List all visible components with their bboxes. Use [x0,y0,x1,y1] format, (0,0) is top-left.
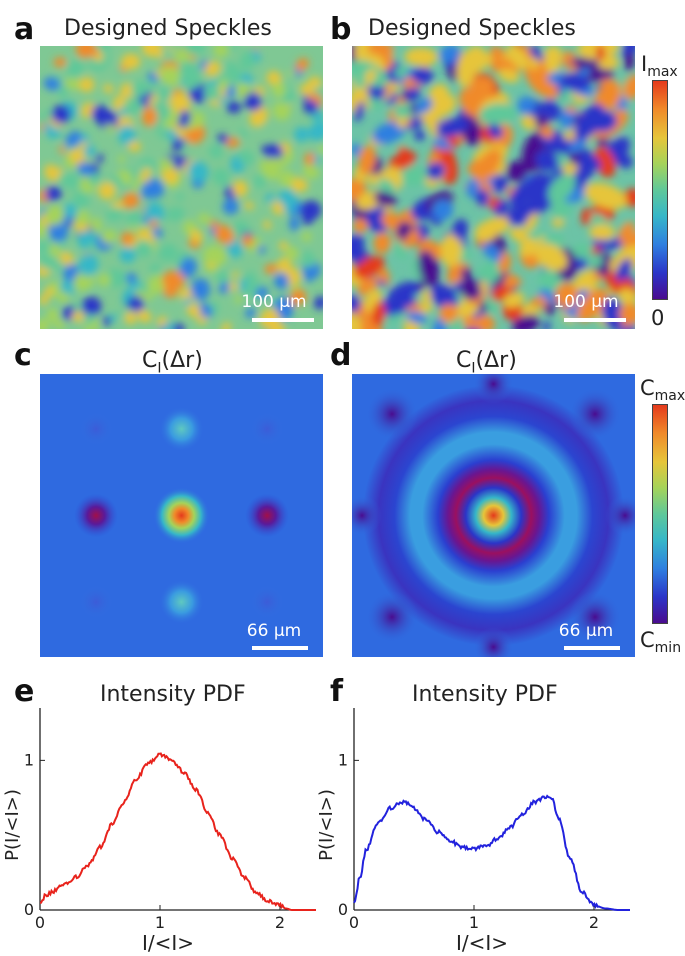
x-tick-label: 2 [275,913,285,932]
pdf-plot-e: 0 1 2 0 1 I/<I> P(I/<I>) [2,708,316,955]
scale-bar-label-a: 100 μm [241,292,307,312]
panel-letter-a: a [14,12,35,47]
panel-letter-b: b [330,12,352,47]
panel-letter-e: e [14,674,35,709]
correlation-map-c [40,374,323,657]
speckle-image-a [40,46,323,329]
x-tick-label: 1 [155,913,165,932]
x-axis-label: I/<I> [142,931,194,955]
panel-title-e: Intensity PDF [100,682,246,707]
scale-bar-c [252,646,308,650]
colorbar-correlation [652,404,668,624]
y-tick-label: 0 [24,900,34,919]
correlation-map-d [352,374,635,657]
scale-bar-label-c: 66 μm [246,621,302,641]
colorbar-max-label: Imax [641,52,678,81]
y-tick-label: 1 [24,750,34,769]
colorbar-intensity [652,80,668,300]
y-axis-label: P(I/<I>) [2,789,23,861]
panel-title-c: CI(Δr) [142,348,203,377]
x-axis-label: I/<I> [456,931,508,955]
scale-bar-label-b: 100 μm [553,292,619,312]
colorbar-cmax-label: Cmax [640,376,685,405]
x-tick-label: 0 [349,913,359,932]
panel-letter-d: d [330,338,352,373]
speckle-image-b [352,46,635,329]
x-tick-label: 0 [35,913,45,932]
colorbar-cmin-label: Cmin [640,628,682,657]
scale-bar-a [252,318,314,322]
panel-title-d: CI(Δr) [456,348,517,377]
y-tick-label: 0 [338,900,348,919]
scale-bar-d [564,646,620,650]
x-tick-label: 1 [469,913,479,932]
x-tick-label: 2 [589,913,599,932]
y-axis-label: P(I/<I>) [316,789,337,861]
pdf-plot-f: 0 1 2 0 1 I/<I> P(I/<I>) [316,708,630,955]
y-tick-label: 1 [338,750,348,769]
panel-title-a: Designed Speckles [64,16,272,41]
pdf-curve-f [353,794,630,911]
scale-bar-b [564,318,626,322]
colorbar-min-label: 0 [651,306,665,330]
panel-title-f: Intensity PDF [412,682,558,707]
panel-letter-f: f [330,674,344,709]
scale-bar-label-d: 66 μm [558,621,614,641]
pdf-curve-e [39,752,316,911]
panel-title-b: Designed Speckles [368,16,576,41]
panel-letter-c: c [14,338,32,373]
